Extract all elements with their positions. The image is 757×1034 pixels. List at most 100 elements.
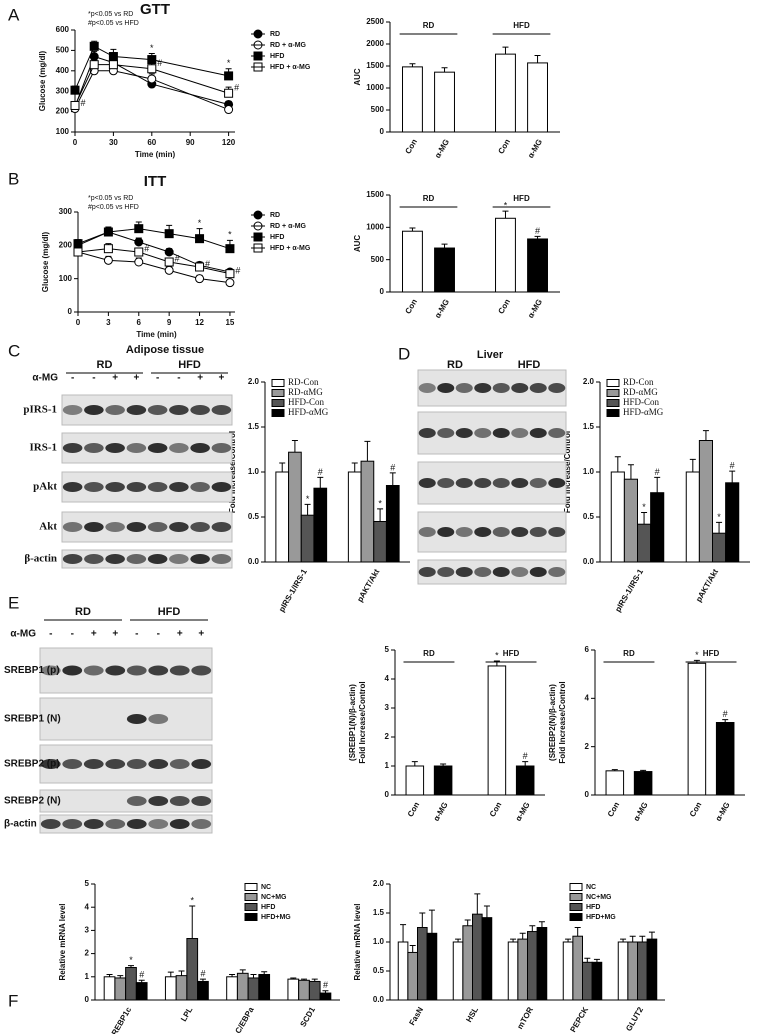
blot-band [211,443,232,453]
x-tick-label: α-MG [526,138,544,160]
point [73,239,83,249]
error-bar [409,63,416,67]
group-label: HFD [513,194,530,203]
treatment-sign: - [135,629,138,640]
error-bar [291,440,298,453]
y-tick-label: 0 [380,287,385,296]
error-bar [189,905,196,939]
point [89,41,99,51]
point [224,105,234,115]
blot-band [418,428,436,438]
blot-band [169,819,190,829]
bar [517,938,528,1001]
y-tick-label: 4 [85,902,90,911]
legend-label: RD-αMG [288,387,323,397]
group-label: HFD [703,649,720,658]
y-tick-label: 2.0 [583,377,595,386]
point [134,237,144,247]
x-tick-label: α-MG [432,801,450,823]
bar [175,975,188,1001]
y-tick-label: 4 [585,693,590,702]
blot-band [548,428,566,438]
bar [637,941,648,1001]
blot-group-label: RD [447,359,463,371]
error-bar [351,462,358,472]
bar [433,765,453,796]
blot-band [62,759,83,769]
bar [495,217,516,293]
blot-band [548,478,566,488]
significance: * [717,512,721,522]
significance: * [228,230,232,240]
y-axis-label: AUC [353,235,362,253]
chart-title: GTT [140,1,170,18]
error-bar [522,761,529,766]
error-bar [502,46,509,55]
bar [402,230,423,293]
blot-band [169,665,190,676]
legend-swatch [606,379,620,387]
significance: * [504,201,508,211]
error-bar [529,925,536,932]
bar [627,941,638,1001]
blot-band [418,478,436,488]
bar [405,765,425,796]
blot-band [529,383,547,393]
y-axis-label: Glucose (mg/dl) [38,50,47,111]
legend-label: HFD+MG [261,914,291,921]
point [224,88,234,98]
error-bar [400,924,407,942]
line [77,228,231,250]
point [147,74,157,84]
bar [434,247,455,293]
point [108,60,118,70]
blot-band [474,567,492,577]
group-label: HFD [503,649,520,658]
error-bar [538,921,545,928]
y-axis-label: Relative mRNA level [58,903,67,980]
blot-band [190,522,210,532]
y-tick-label: 2 [85,949,90,958]
y-tick-label: 0.0 [248,557,260,566]
legend-swatch [271,399,285,407]
treatment-sign: + [218,373,224,384]
legend-label: HFD + α-MG [270,64,311,71]
point [164,257,174,267]
legend-label: HFD+MG [586,914,616,921]
blot-band [105,405,125,415]
bar [434,71,455,133]
legend-label: HFD-αMG [288,407,329,417]
bar [373,521,387,563]
legend-swatch [569,893,583,901]
error-bar [279,462,286,472]
treatment-label: α-MG [10,629,36,640]
blot-band [474,383,492,393]
error-bar [419,912,426,928]
significance: # [523,751,528,761]
bar [527,62,548,133]
blot-strip [61,549,233,569]
x-tick-label: pAKT/Akt [694,567,720,603]
blot-band [126,665,147,676]
bar [402,66,423,133]
y-tick-label: 3 [85,926,90,935]
bar [591,961,603,1001]
treatment-label: α-MG [32,373,58,384]
bar [562,941,574,1001]
legend-swatch [271,379,285,387]
legend-label: HFD-Con [288,397,325,407]
blot-band [169,759,190,769]
blot-band [191,796,212,806]
bar [507,941,519,1001]
significance: * [227,58,231,68]
bar [712,532,727,563]
blot-band [40,759,61,769]
blot-band [148,665,169,676]
bar [258,973,271,1001]
significance: * [306,494,310,504]
y-axis-label: Fold Increase/Control [558,681,567,763]
blot-band [148,796,169,806]
point [103,244,113,254]
y-tick-label: 5 [385,645,390,654]
blot-band [211,554,232,564]
